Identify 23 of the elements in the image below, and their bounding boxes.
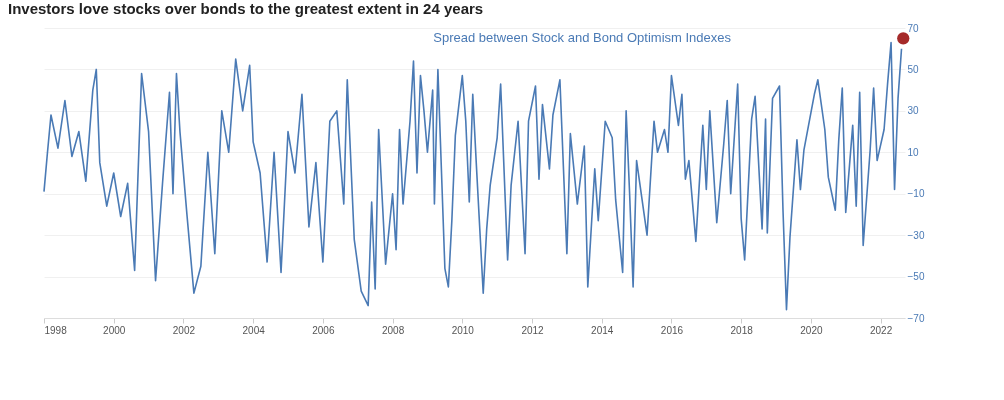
x-tick-label: 2010 xyxy=(451,324,475,336)
y-tick-label: −70 xyxy=(907,312,925,324)
y-tick-label: −10 xyxy=(907,188,925,200)
y-tick-label: −50 xyxy=(907,271,925,283)
x-tick-label: 2004 xyxy=(242,324,266,336)
x-tick-label: 2020 xyxy=(800,324,823,336)
x-tick-label: 2016 xyxy=(660,324,684,336)
y-tick-label: 70 xyxy=(907,22,920,34)
y-tick-label: 50 xyxy=(907,63,920,75)
x-tick-label: 1998 xyxy=(44,324,68,336)
x-tick-label: 2014 xyxy=(591,324,614,336)
x-tick-label: 2000 xyxy=(103,324,126,336)
y-tick-label: 10 xyxy=(907,146,920,158)
chart-title: Investors love stocks over bonds to the greatest extent in 24 years xyxy=(8,0,484,17)
x-tick-label: 2022 xyxy=(869,324,893,336)
x-tick-label: 2018 xyxy=(730,324,754,336)
y-tick-label: 30 xyxy=(907,105,920,117)
x-tick-label: 2008 xyxy=(381,324,405,336)
y-tick-label: −30 xyxy=(907,229,925,241)
x-tick-label: 2006 xyxy=(312,324,335,336)
x-tick-label: 2012 xyxy=(521,324,545,336)
x-tick-label: 2002 xyxy=(172,324,196,336)
annotation: Spread between Stock and Bond Optimism Indexes xyxy=(433,30,732,45)
